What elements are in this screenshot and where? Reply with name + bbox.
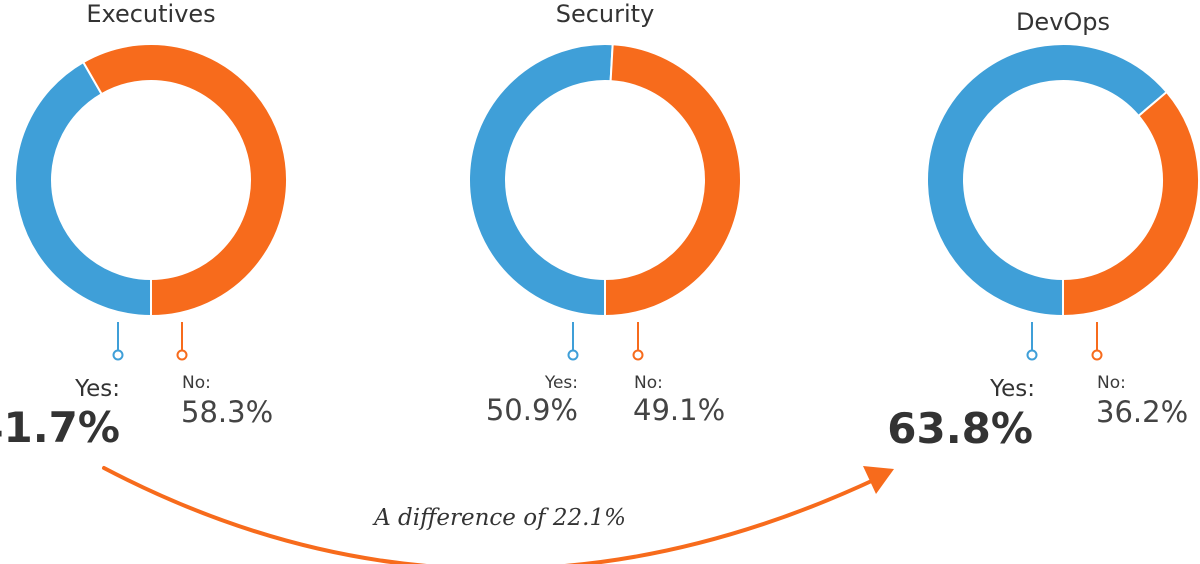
label-security-no: No:: [634, 373, 663, 393]
marker-devops-no: [1091, 322, 1103, 361]
chart-title-devops: DevOps: [1016, 8, 1110, 36]
slice-devops-no: [1062, 90, 1200, 318]
marker-security-no: [632, 322, 644, 361]
slice-executives-no: [81, 43, 288, 318]
value-executives-no: 58.3%: [181, 395, 273, 429]
arrow-head-icon: [863, 466, 894, 494]
difference-annotation-text: A difference of 22.1%: [372, 505, 626, 531]
slice-security-no: [604, 43, 742, 318]
label-executives-no: No:: [182, 373, 211, 393]
value-devops-yes: 63.8%: [887, 404, 1033, 453]
slice-devops-yes: [926, 43, 1169, 318]
value-executives-yes: 41.7%: [0, 403, 120, 452]
label-executives-yes: Yes:: [74, 376, 120, 402]
slice-executives-yes: [14, 60, 152, 318]
marker-executives-yes: [112, 322, 124, 361]
chart-title-security: Security: [556, 0, 655, 28]
difference-arrow-curve: [102, 466, 880, 564]
marker-security-yes: [567, 322, 579, 361]
label-devops-yes: Yes:: [989, 376, 1035, 402]
value-security-no: 49.1%: [633, 393, 725, 427]
chart-executives: Executives Yes: 41.7% No: 58.3%: [0, 0, 288, 452]
chart-devops: DevOps Yes: 63.8% No: 36.2%: [887, 8, 1200, 453]
chart-title-executives: Executives: [86, 0, 215, 28]
difference-annotation: A difference of 22.1%: [102, 466, 894, 564]
value-devops-no: 36.2%: [1096, 395, 1188, 429]
marker-devops-yes: [1026, 322, 1038, 361]
value-security-yes: 50.9%: [486, 393, 578, 427]
chart-security: Security Yes: 50.9% No: 49.1%: [468, 0, 742, 427]
marker-executives-no: [176, 322, 188, 361]
label-security-yes: Yes:: [544, 373, 578, 393]
slice-security-yes: [468, 43, 614, 318]
label-devops-no: No:: [1097, 373, 1126, 393]
